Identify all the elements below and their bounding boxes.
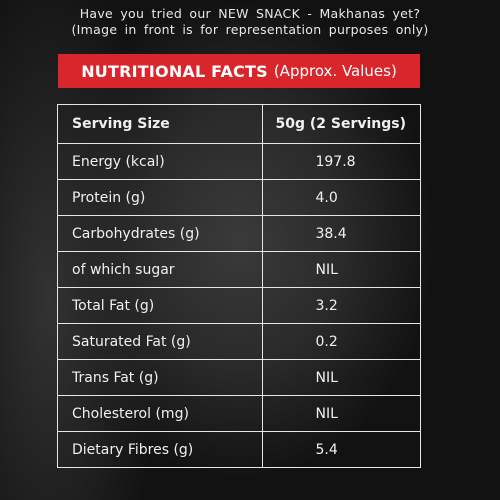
nutrient-value: NIL <box>262 359 421 396</box>
nutrient-value: 0.2 <box>262 323 421 360</box>
table-row: Total Fat (g) 3.2 <box>56 287 421 324</box>
intro-line-1: Have you tried our NEW SNACK - Makhanas … <box>79 6 421 21</box>
nutrient-label: Dietary Fibres (g) <box>56 431 264 468</box>
nutrient-value: 3.2 <box>262 287 421 324</box>
serving-size-label: Serving Size <box>56 104 264 144</box>
table-row: Saturated Fat (g) 0.2 <box>56 323 421 360</box>
nutrition-banner: NUTRITIONAL FACTS (Approx. Values) <box>58 54 420 88</box>
nutrient-label: Energy (kcal) <box>56 143 264 180</box>
table-row: Cholesterol (mg) NIL <box>56 395 421 432</box>
nutrient-value: 4.0 <box>262 179 421 216</box>
nutrient-label: Total Fat (g) <box>56 287 264 324</box>
serving-size-value: 50g (2 Servings) <box>262 104 421 144</box>
banner-title: NUTRITIONAL FACTS <box>81 61 268 81</box>
nutrient-label: Saturated Fat (g) <box>56 323 264 360</box>
nutrient-value: 38.4 <box>262 215 421 252</box>
nutrient-value: NIL <box>262 251 421 288</box>
nutrient-label: Cholesterol (mg) <box>56 395 264 432</box>
nutrition-table: Serving Size 50g (2 Servings) Energy (kc… <box>56 104 421 468</box>
nutrient-value: 5.4 <box>262 431 421 468</box>
intro-text: Have you tried our NEW SNACK - Makhanas … <box>0 6 500 38</box>
table-row: Carbohydrates (g) 38.4 <box>56 215 421 252</box>
table-row: Energy (kcal) 197.8 <box>56 143 421 180</box>
banner-subtitle: (Approx. Values) <box>273 62 397 80</box>
table-header-row: Serving Size 50g (2 Servings) <box>56 104 421 144</box>
nutrient-value: NIL <box>262 395 421 432</box>
table-row: of which sugar NIL <box>56 251 421 288</box>
nutrient-label: Carbohydrates (g) <box>56 215 264 252</box>
table-row: Dietary Fibres (g) 5.4 <box>56 431 421 468</box>
nutrient-label: of which sugar <box>56 251 264 288</box>
table-row: Trans Fat (g) NIL <box>56 359 421 396</box>
table-row: Protein (g) 4.0 <box>56 179 421 216</box>
nutrient-label: Trans Fat (g) <box>56 359 264 396</box>
nutrient-value: 197.8 <box>262 143 421 180</box>
nutrient-label: Protein (g) <box>56 179 264 216</box>
intro-line-2: (Image in front is for representation pu… <box>71 22 429 37</box>
